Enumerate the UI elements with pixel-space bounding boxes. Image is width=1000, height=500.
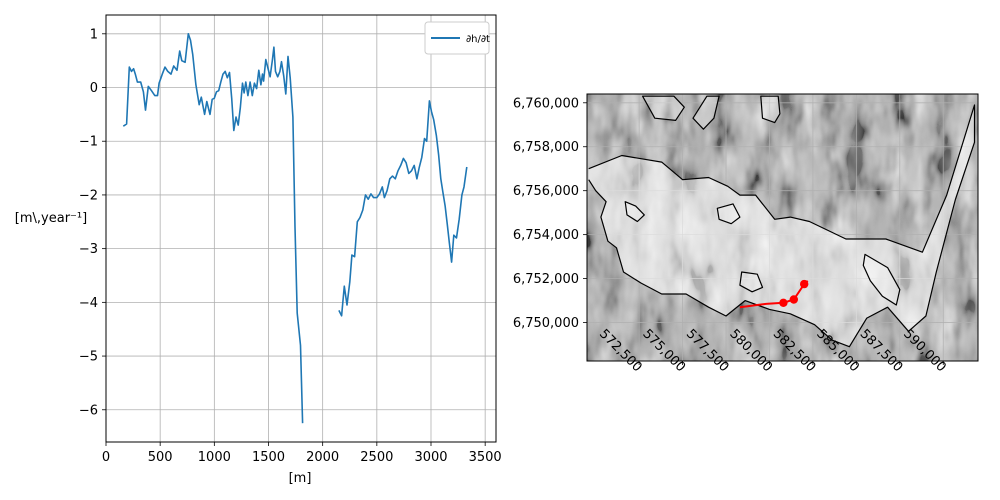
left-x-tick-label: 1500 (252, 450, 285, 465)
left-y-tick-label: −4 (79, 296, 98, 311)
left-y-tick-label: −3 (79, 242, 98, 257)
profile-marker (779, 298, 788, 307)
left-x-ticks: 0 500 1000 1500 2000 2500 3000 3500 (102, 442, 502, 465)
map-y-tick-label: 6,756,000 (513, 184, 579, 199)
line-chart: 0 500 1000 1500 2000 2500 3000 3500 1 0 −1 −2 −3 −4 −… (15, 14, 502, 486)
left-y-tick-label: 0 (90, 81, 98, 96)
glacier-outlines (588, 95, 976, 348)
left-x-tick-label: 3500 (469, 450, 502, 465)
map-y-ticks: 6,760,000 6,758,000 6,756,000 6,754,000 6,75… (513, 96, 587, 331)
left-y-ticks: 1 0 −1 −2 −3 −4 −5 −6 (79, 27, 106, 418)
map-panel: 572,500575,000577,500580,000582,500585,0… (513, 93, 979, 375)
left-y-axis-label: [m\,year⁻¹] (15, 211, 87, 226)
left-x-tick-label: 500 (148, 450, 173, 465)
glacier-outline (716, 203, 741, 225)
map-y-tick-label: 6,754,000 (513, 228, 579, 243)
left-y-tick-label: −1 (79, 135, 98, 150)
glacier-outline (862, 253, 901, 306)
series-line-segment (338, 100, 468, 317)
profile-marker (789, 295, 798, 304)
series-line-segment (122, 33, 304, 424)
glacier-outline (760, 95, 781, 124)
map-frame (586, 93, 979, 362)
map-y-tick-label: 6,752,000 (513, 272, 579, 287)
profile-marker (800, 279, 809, 289)
left-x-tick-label: 0 (102, 450, 110, 465)
map-plot-area (587, 94, 978, 361)
map-y-tick-label: 6,760,000 (513, 96, 579, 111)
glacier-outline (642, 95, 685, 121)
left-series-group (122, 33, 468, 424)
left-y-tick-label: −2 (79, 188, 98, 203)
left-y-tick-label: −5 (79, 350, 98, 365)
left-x-tick-label: 2000 (306, 450, 339, 465)
glacier-outline (624, 201, 645, 223)
map-y-tick-label: 6,758,000 (513, 140, 579, 155)
left-x-axis-label: [m] (289, 471, 312, 486)
left-y-tick-label: 1 (90, 27, 98, 42)
map-y-tick-label: 6,750,000 (513, 316, 579, 331)
legend: ∂h/∂t (424, 21, 490, 55)
glacier-outline (739, 271, 764, 293)
left-x-tick-label: 3000 (414, 450, 447, 465)
left-plot-frame (105, 14, 497, 443)
profile-track (739, 279, 809, 309)
left-gridlines (105, 15, 496, 442)
legend-label: ∂h/∂t (466, 34, 490, 45)
left-x-tick-label: 1000 (198, 450, 231, 465)
left-y-tick-label: −6 (79, 403, 98, 418)
glacier-outline (588, 104, 976, 348)
left-x-tick-label: 2500 (360, 450, 393, 465)
glacier-outline (692, 95, 720, 130)
